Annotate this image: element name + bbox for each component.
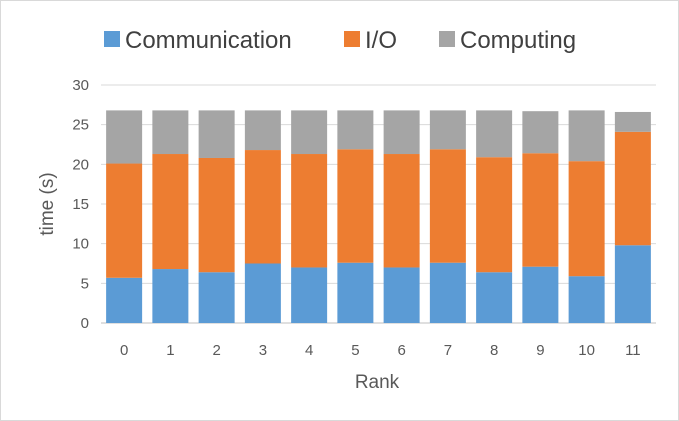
bar-computing-rank-0 (106, 110, 143, 164)
bar-i-o-rank-3 (244, 150, 281, 264)
grid-lines (101, 84, 656, 324)
bar-computing-rank-8 (476, 110, 513, 158)
bars (106, 110, 651, 323)
y-tick-label: 20 (72, 156, 89, 173)
bar-computing-rank-7 (429, 110, 466, 150)
bar-i-o-rank-7 (429, 149, 466, 263)
bar-communication-rank-3 (244, 263, 281, 323)
y-tick-label: 25 (72, 117, 89, 134)
bar-communication-rank-1 (152, 269, 189, 323)
bar-communication-rank-9 (522, 266, 559, 323)
legend-swatch-i-o (344, 31, 360, 47)
legend: Communication I/O Computing (104, 27, 576, 54)
bar-communication-rank-5 (337, 262, 374, 323)
bar-i-o-rank-4 (291, 154, 328, 268)
bar-computing-rank-5 (337, 110, 374, 150)
bar-communication-rank-4 (291, 267, 328, 323)
legend-label: Computing (460, 27, 576, 54)
legend-swatch-computing (439, 31, 455, 47)
bar-communication-rank-7 (429, 262, 466, 323)
y-tick-label: 10 (72, 236, 89, 253)
y-tick-label: 30 (72, 77, 89, 94)
x-tick-label: 11 (625, 342, 641, 359)
bar-computing-rank-3 (244, 110, 281, 151)
bar-computing-rank-11 (614, 111, 651, 132)
bar-i-o-rank-11 (614, 131, 651, 246)
y-axis-ticks: 0 5 10 15 20 25 30 (72, 77, 89, 332)
x-axis-ticks: 0 1 2 3 4 5 6 7 8 9 10 11 (120, 342, 641, 359)
bar-communication-rank-6 (383, 267, 420, 323)
x-tick-label: 9 (536, 342, 544, 359)
bar-i-o-rank-10 (568, 161, 605, 277)
bar-communication-rank-11 (614, 245, 651, 323)
y-tick-label: 5 (81, 275, 89, 292)
bar-communication-rank-0 (106, 277, 143, 323)
x-tick-label: 6 (397, 342, 405, 359)
x-tick-label: 2 (212, 342, 220, 359)
bar-i-o-rank-9 (522, 153, 559, 267)
bar-i-o-rank-2 (198, 157, 235, 273)
bar-computing-rank-2 (198, 110, 235, 158)
y-tick-label: 15 (72, 196, 89, 213)
bar-i-o-rank-8 (476, 157, 513, 273)
bar-i-o-rank-5 (337, 149, 374, 263)
y-axis-title: time (s) (37, 172, 58, 235)
bar-communication-rank-2 (198, 272, 235, 323)
bar-computing-rank-1 (152, 110, 189, 155)
bar-communication-rank-8 (476, 272, 513, 323)
x-tick-label: 5 (351, 342, 359, 359)
x-tick-label: 7 (444, 342, 452, 359)
x-tick-label: 8 (490, 342, 498, 359)
bar-computing-rank-6 (383, 110, 420, 155)
bar-i-o-rank-0 (106, 163, 143, 278)
bar-computing-rank-10 (568, 110, 605, 162)
bar-i-o-rank-6 (383, 154, 420, 268)
y-tick-label: 0 (81, 315, 89, 332)
x-tick-label: 4 (305, 342, 313, 359)
legend-label: Communication (125, 27, 292, 54)
legend-swatch-communication (104, 31, 120, 47)
x-axis-title: Rank (355, 372, 400, 393)
x-tick-label: 0 (120, 342, 128, 359)
legend-label: I/O (365, 27, 397, 54)
bar-computing-rank-4 (291, 110, 328, 155)
x-tick-label: 10 (578, 342, 595, 359)
bar-computing-rank-9 (522, 111, 559, 154)
x-tick-label: 1 (166, 342, 174, 359)
bar-i-o-rank-1 (152, 154, 189, 270)
bar-communication-rank-10 (568, 276, 605, 323)
x-tick-label: 3 (259, 342, 267, 359)
